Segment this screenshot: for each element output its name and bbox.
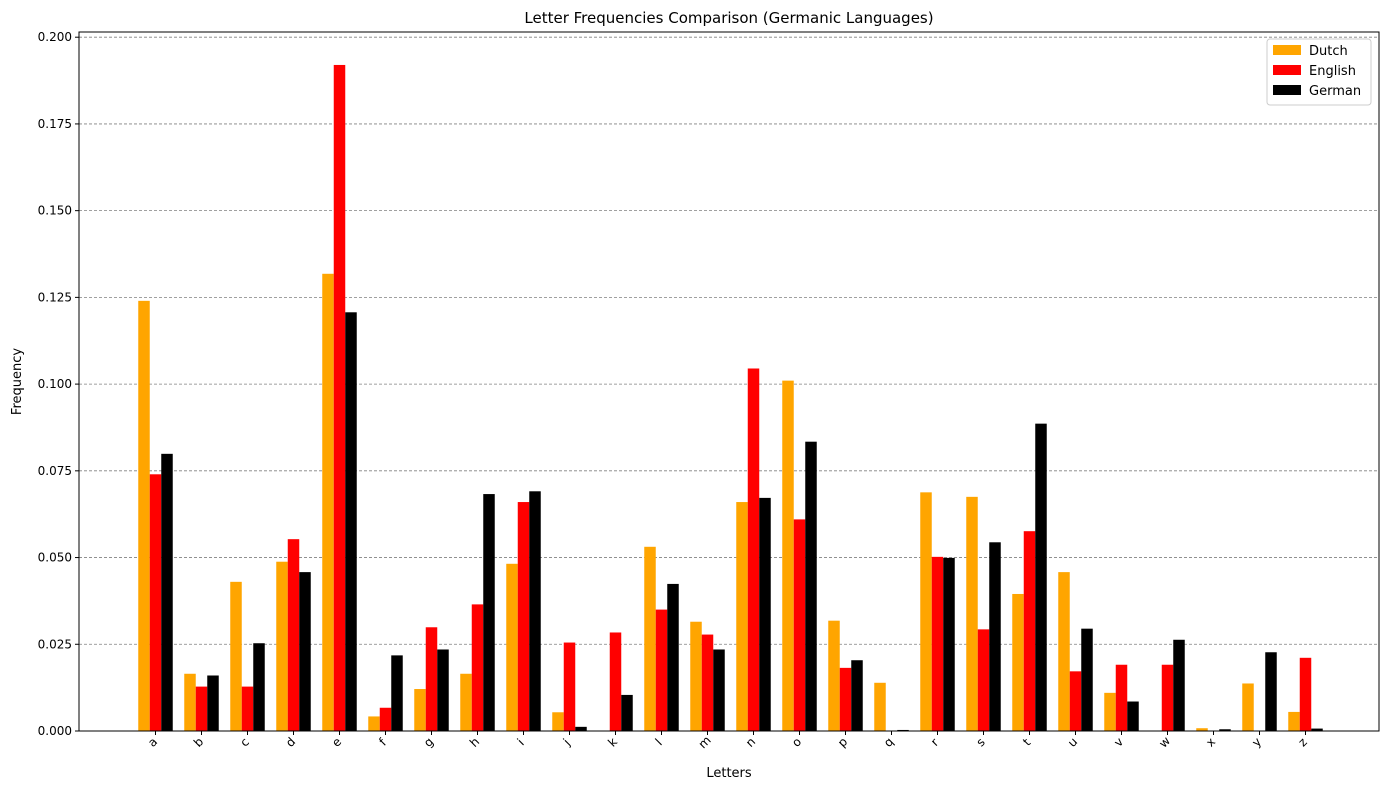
bar-german-f bbox=[391, 655, 403, 731]
y-axis: 0.000 0.025 0.050 0.075 0.100 0.125 0.150 0.175… bbox=[38, 30, 79, 738]
bar-dutch-t bbox=[1012, 593, 1024, 731]
bar-english-v bbox=[1115, 664, 1128, 731]
bar-german-i bbox=[529, 491, 541, 731]
bar-german-c bbox=[253, 643, 265, 731]
y-axis-label: Frequency bbox=[10, 348, 25, 415]
bar-german-y bbox=[1265, 652, 1277, 731]
bar-german-g bbox=[437, 649, 449, 731]
bar-german-x bbox=[1219, 729, 1231, 731]
y-tick-label: 0.100 bbox=[38, 377, 72, 391]
bar-english-b bbox=[195, 686, 208, 731]
bar-german-m bbox=[713, 649, 725, 731]
bar-german-d bbox=[299, 572, 311, 731]
bar-english-m bbox=[701, 634, 714, 731]
bar-german-l bbox=[667, 583, 679, 731]
bar-english-g bbox=[425, 627, 438, 731]
bar-english-t bbox=[1023, 531, 1036, 731]
bar-german-u bbox=[1081, 628, 1093, 731]
y-tick-label: 0.175 bbox=[38, 117, 72, 131]
x-axis-label: Letters bbox=[706, 766, 752, 781]
y-tick-label: 0.200 bbox=[38, 30, 72, 44]
y-tick-label: 0.150 bbox=[38, 204, 72, 218]
bar-dutch-i bbox=[506, 563, 518, 731]
bar-german-s bbox=[989, 542, 1001, 731]
bar-dutch-j bbox=[552, 712, 564, 731]
bar-english-f bbox=[379, 707, 392, 731]
bar-dutch-n bbox=[736, 502, 748, 731]
bar-english-k bbox=[609, 632, 622, 731]
bar-english-s bbox=[977, 629, 990, 731]
bar-english-h bbox=[471, 604, 484, 731]
y-tick-label: 0.125 bbox=[38, 290, 72, 304]
bar-english-r bbox=[931, 556, 944, 731]
bar-english-c bbox=[241, 686, 254, 731]
chart-title: Letter Frequencies Comparison (Germanic … bbox=[524, 9, 933, 27]
bar-english-n bbox=[747, 368, 760, 731]
legend-label-german: German bbox=[1309, 84, 1361, 99]
bar-german-h bbox=[483, 494, 495, 731]
bar-german-z bbox=[1311, 728, 1323, 731]
bar-dutch-d bbox=[276, 561, 288, 731]
bar-german-j bbox=[575, 726, 587, 731]
bar-german-q bbox=[897, 729, 909, 731]
bar-dutch-o bbox=[782, 380, 794, 731]
bar-english-d bbox=[287, 539, 300, 731]
bar-dutch-m bbox=[690, 621, 702, 731]
bar-dutch-x bbox=[1196, 728, 1208, 731]
bar-dutch-h bbox=[460, 673, 472, 731]
bar-dutch-f bbox=[368, 716, 380, 731]
bar-english-u bbox=[1069, 671, 1082, 731]
bar-dutch-u bbox=[1058, 572, 1070, 731]
bar-german-v bbox=[1127, 701, 1139, 731]
bar-german-b bbox=[207, 675, 219, 731]
bar-english-j bbox=[563, 642, 576, 731]
bar-dutch-l bbox=[644, 546, 656, 731]
bar-german-o bbox=[805, 441, 817, 731]
bar-german-a bbox=[161, 453, 173, 731]
bar-dutch-r bbox=[920, 492, 932, 731]
legend: Dutch English German bbox=[1266, 38, 1372, 106]
y-tick-label: 0.025 bbox=[38, 637, 72, 651]
y-tick-label: 0.000 bbox=[38, 724, 72, 738]
bar-dutch-a bbox=[138, 300, 150, 731]
bar-english-l bbox=[655, 609, 668, 731]
bar-dutch-e bbox=[322, 273, 334, 731]
bar-dutch-q bbox=[874, 682, 886, 731]
bar-dutch-y bbox=[1242, 683, 1254, 731]
bar-german-e bbox=[345, 312, 357, 731]
legend-label-english: English bbox=[1309, 64, 1356, 79]
bar-dutch-s bbox=[966, 496, 978, 731]
bar-english-i bbox=[517, 502, 530, 731]
bar-dutch-z bbox=[1288, 711, 1300, 731]
legend-swatch-dutch bbox=[1273, 45, 1301, 55]
bar-german-p bbox=[851, 660, 863, 731]
legend-swatch-german bbox=[1273, 85, 1301, 95]
bar-dutch-c bbox=[230, 581, 242, 731]
y-tick-label: 0.075 bbox=[38, 464, 72, 478]
bar-english-a bbox=[149, 474, 162, 731]
bar-german-t bbox=[1035, 423, 1047, 731]
legend-label-dutch: Dutch bbox=[1309, 44, 1348, 59]
bar-english-z bbox=[1299, 657, 1312, 731]
bar-dutch-v bbox=[1104, 692, 1116, 731]
bar-english-e bbox=[333, 64, 346, 732]
bar-dutch-p bbox=[828, 620, 840, 731]
bar-german-n bbox=[759, 497, 771, 731]
legend-swatch-english bbox=[1273, 65, 1301, 75]
bar-german-r bbox=[943, 557, 955, 731]
bar-german-k bbox=[621, 694, 633, 731]
y-tick-label: 0.050 bbox=[38, 551, 72, 565]
bar-english-w bbox=[1161, 664, 1174, 731]
bar-dutch-g bbox=[414, 689, 426, 731]
bars bbox=[138, 64, 1323, 732]
bar-english-p bbox=[839, 667, 852, 731]
plot-frame bbox=[78, 31, 1380, 732]
bar-english-o bbox=[793, 519, 806, 731]
bar-german-w bbox=[1173, 639, 1185, 731]
bar-dutch-b bbox=[184, 673, 196, 731]
